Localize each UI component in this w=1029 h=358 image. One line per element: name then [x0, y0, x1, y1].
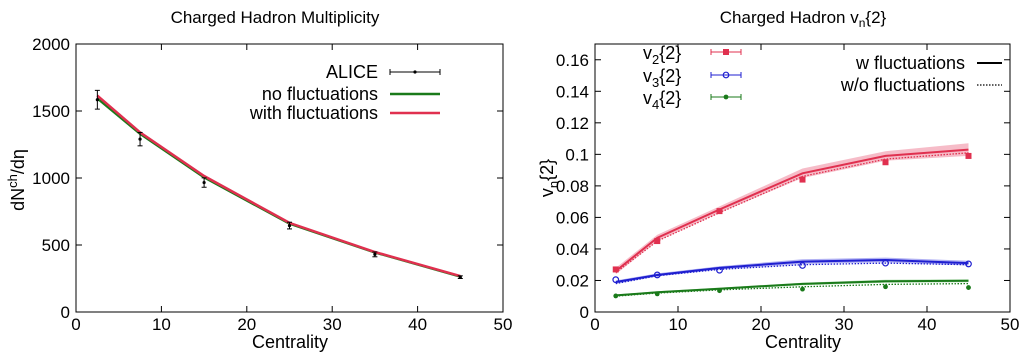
right-chart-title: Charged Hadron vn{2}: [720, 8, 887, 30]
left-x-tick-label: 20: [237, 315, 256, 334]
v4-data-point: [883, 284, 888, 290]
right-y-axis-label: vn{2}: [537, 159, 561, 197]
right-x-tick-label: 0: [590, 315, 599, 334]
right-x-axis-label: Centrality: [765, 332, 841, 352]
left-y-tick-label: 1500: [32, 102, 70, 121]
right-legend-label: v4{2}: [643, 88, 681, 112]
right-x-tick-label: 40: [918, 315, 937, 334]
v3-data-point: [799, 262, 806, 269]
left-x-axis-label: Centrality: [252, 332, 328, 352]
right-legend-marker-circle: [722, 71, 730, 79]
right-x-tick-label: 10: [669, 315, 688, 334]
v3-data-point: [612, 276, 620, 284]
left-series-line-no-fluctuations: [96, 97, 461, 278]
left-legend-label: with fluctuations: [249, 103, 378, 123]
v4-data-point: [717, 288, 722, 294]
right-y-tick-label: 0.06: [556, 208, 589, 227]
alice-point: [95, 98, 99, 102]
v3-data-point: [882, 259, 889, 267]
v2-data-point: [965, 152, 972, 159]
left-legend-swatch-alice-point: [413, 70, 417, 74]
right-style-legend-label: w/o fluctuations: [840, 75, 965, 95]
v3-data-point: [716, 266, 723, 274]
right-style-legend-label: w fluctuations: [855, 53, 965, 73]
v4-data-point: [800, 286, 805, 292]
left-legend-label: ALICE: [326, 62, 378, 82]
right-x-tick-label: 30: [835, 315, 854, 334]
v4-data-point: [966, 285, 971, 290]
left-x-tick-label: 0: [71, 315, 80, 334]
right-series-line-v3-w-fluctuations: [615, 258, 969, 283]
v2-data-point: [716, 208, 723, 215]
right-x-tick-label: 20: [752, 315, 771, 334]
right-series-line-v2-w-fluctuations: [615, 148, 969, 272]
v2-data-point: [799, 176, 806, 183]
right-plot-frame: [594, 43, 1011, 313]
v2-data-point: [882, 159, 889, 166]
right-y-tick-label: 0.08: [556, 177, 589, 196]
v3-data-point: [965, 260, 972, 268]
alice-point: [138, 137, 142, 141]
right-legend-label: v3{2}: [643, 66, 681, 90]
right-y-tick-label: 0.16: [556, 51, 589, 70]
left-x-tick-label: 30: [323, 315, 342, 334]
right-series-line-v2-wo-fluctuations: [615, 152, 969, 274]
left-y-tick-label: 1000: [32, 169, 70, 188]
alice-point: [373, 252, 377, 256]
left-y-tick-label: 2000: [32, 35, 70, 54]
right-x-tick-label: 50: [1001, 315, 1020, 334]
v3-data-point: [653, 271, 661, 279]
right-legend-marker-square: [723, 49, 729, 55]
left-y-tick-label: 500: [42, 236, 70, 255]
left-y-tick-label: 0: [61, 303, 70, 322]
v4-data-point: [654, 291, 660, 297]
left-x-tick-label: 50: [494, 315, 513, 334]
v4-data-point: [613, 293, 619, 299]
v2-data-point: [654, 238, 661, 245]
left-x-tick-label: 40: [408, 315, 427, 334]
right-series-band-v2: [615, 143, 969, 275]
right-series-line-v4-w-fluctuations: [615, 279, 969, 297]
left-x-tick-label: 10: [152, 315, 171, 334]
left-chart-title: Charged Hadron Multiplicity: [171, 8, 380, 27]
right-legend-marker-dot: [723, 94, 729, 100]
left-legend-label: no fluctuations: [262, 84, 378, 104]
v2-data-point: [612, 266, 619, 273]
right-y-tick-label: 0.14: [556, 82, 589, 101]
right-series-line-v4-wo-fluctuations: [615, 282, 969, 297]
right-legend-label: v2{2}: [643, 43, 681, 67]
left-series-line-with-fluctuations: [96, 94, 461, 278]
right-y-tick-label: 0.12: [556, 114, 589, 133]
right-y-tick-label: 0.1: [565, 145, 589, 164]
right-y-tick-label: 0.04: [556, 240, 589, 259]
left-y-axis-label: dNch/dη: [5, 149, 28, 211]
right-y-tick-label: 0: [580, 303, 589, 322]
right-y-tick-label: 0.02: [556, 271, 589, 290]
alice-point: [202, 180, 206, 185]
alice-point: [287, 223, 292, 228]
alice-point: [458, 275, 462, 279]
